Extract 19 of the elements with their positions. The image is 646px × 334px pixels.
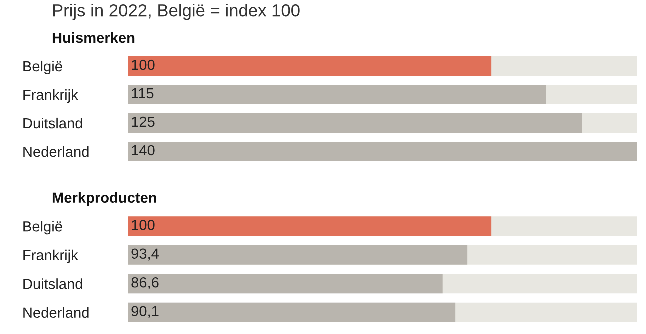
y-tick-label: Duitsland (24, 118, 82, 129)
y-tick-label: België (24, 221, 62, 235)
y-tick-label: Frankrijk (24, 250, 78, 264)
chart-subtitle: Merkproducten (52, 192, 156, 206)
data-label: 100 (132, 220, 155, 230)
y-tick-label: Duitsland (24, 278, 82, 290)
chart-title: Prijs in 2022, België = index 100 (53, 4, 300, 20)
y-tick-label: Frankrijk (24, 89, 78, 104)
data-label: 125 (132, 116, 155, 128)
chart-subtitle: Huismerken (52, 32, 135, 44)
data-label: 100 (132, 60, 155, 70)
y-tick-label: Nederland (24, 146, 89, 158)
data-label: 140 (132, 145, 155, 156)
y-tick-label: Nederland (24, 307, 89, 318)
data-label: 90,1 (132, 306, 159, 318)
data-label: 115 (132, 88, 154, 99)
data-label: 93,4 (132, 248, 160, 261)
y-tick-label: België (24, 60, 62, 75)
data-label: 86,6 (132, 277, 159, 290)
